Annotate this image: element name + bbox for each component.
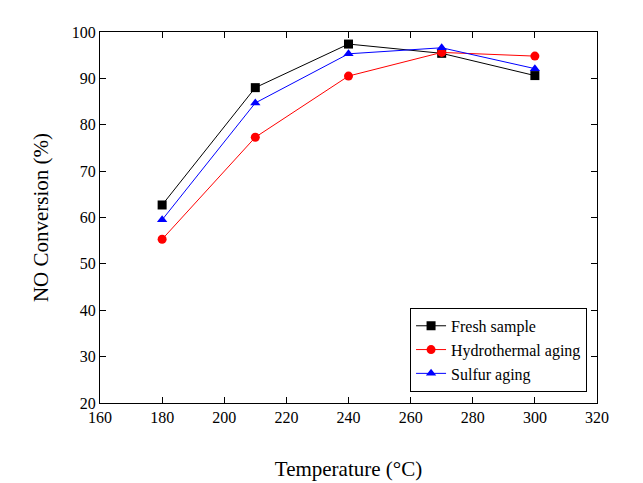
svg-text:Hydrothermal aging: Hydrothermal aging xyxy=(451,342,580,360)
svg-text:60: 60 xyxy=(80,209,96,226)
svg-text:280: 280 xyxy=(461,409,485,426)
svg-text:90: 90 xyxy=(80,70,96,87)
svg-text:100: 100 xyxy=(72,24,96,41)
svg-text:320: 320 xyxy=(585,409,609,426)
svg-text:Sulfur aging: Sulfur aging xyxy=(451,366,531,384)
svg-text:40: 40 xyxy=(80,302,96,319)
svg-text:260: 260 xyxy=(399,409,423,426)
svg-text:Temperature (°C): Temperature (°C) xyxy=(275,457,422,481)
svg-text:Fresh sample: Fresh sample xyxy=(451,318,536,336)
svg-text:220: 220 xyxy=(274,409,298,426)
svg-text:200: 200 xyxy=(212,409,236,426)
svg-text:160: 160 xyxy=(88,409,112,426)
svg-text:20: 20 xyxy=(80,395,96,412)
svg-text:70: 70 xyxy=(80,163,96,180)
svg-text:300: 300 xyxy=(523,409,547,426)
svg-text:50: 50 xyxy=(80,255,96,272)
svg-text:180: 180 xyxy=(150,409,174,426)
svg-text:240: 240 xyxy=(337,409,361,426)
svg-text:30: 30 xyxy=(80,348,96,365)
svg-text:NO Conversion (%): NO Conversion (%) xyxy=(29,133,53,302)
svg-text:80: 80 xyxy=(80,116,96,133)
